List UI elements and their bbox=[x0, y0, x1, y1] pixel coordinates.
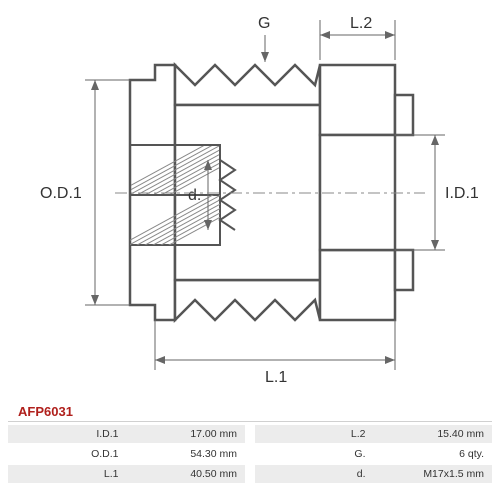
label-l1: L.1 bbox=[265, 369, 287, 386]
spec-row: O.D.1 54.30 mm bbox=[8, 445, 245, 465]
spec-label: L.1 bbox=[8, 465, 127, 483]
spec-label: d. bbox=[255, 465, 374, 483]
label-l2: L.2 bbox=[350, 15, 372, 32]
spec-value: 15.40 mm bbox=[374, 425, 493, 443]
spec-label: G. bbox=[255, 445, 374, 463]
spec-row: G. 6 qty. bbox=[255, 445, 492, 465]
label-id1: I.D.1 bbox=[445, 185, 479, 202]
spec-table: I.D.1 17.00 mm O.D.1 54.30 mm L.1 40.50 … bbox=[0, 425, 500, 485]
spec-label: O.D.1 bbox=[8, 445, 127, 463]
label-od1: O.D.1 bbox=[40, 185, 82, 202]
spec-value: 54.30 mm bbox=[127, 445, 246, 463]
label-d: d. bbox=[188, 187, 201, 204]
spec-value: 17.00 mm bbox=[127, 425, 246, 443]
drawing-svg: L.2 G bbox=[0, 0, 500, 400]
label-g: G bbox=[258, 15, 270, 32]
spec-value: M17x1.5 mm bbox=[374, 465, 493, 483]
spec-row: L.1 40.50 mm bbox=[8, 465, 245, 485]
spec-col-right: L.2 15.40 mm G. 6 qty. d. M17x1.5 mm bbox=[255, 425, 492, 485]
spec-label: L.2 bbox=[255, 425, 374, 443]
spec-value: 6 qty. bbox=[374, 445, 493, 463]
part-number: AFP6031 bbox=[8, 400, 492, 422]
spec-row: I.D.1 17.00 mm bbox=[8, 425, 245, 445]
technical-drawing: L.2 G bbox=[0, 0, 500, 400]
spec-label: I.D.1 bbox=[8, 425, 127, 443]
spec-col-left: I.D.1 17.00 mm O.D.1 54.30 mm L.1 40.50 … bbox=[8, 425, 245, 485]
spec-value: 40.50 mm bbox=[127, 465, 246, 483]
spec-row: d. M17x1.5 mm bbox=[255, 465, 492, 485]
spec-row: L.2 15.40 mm bbox=[255, 425, 492, 445]
